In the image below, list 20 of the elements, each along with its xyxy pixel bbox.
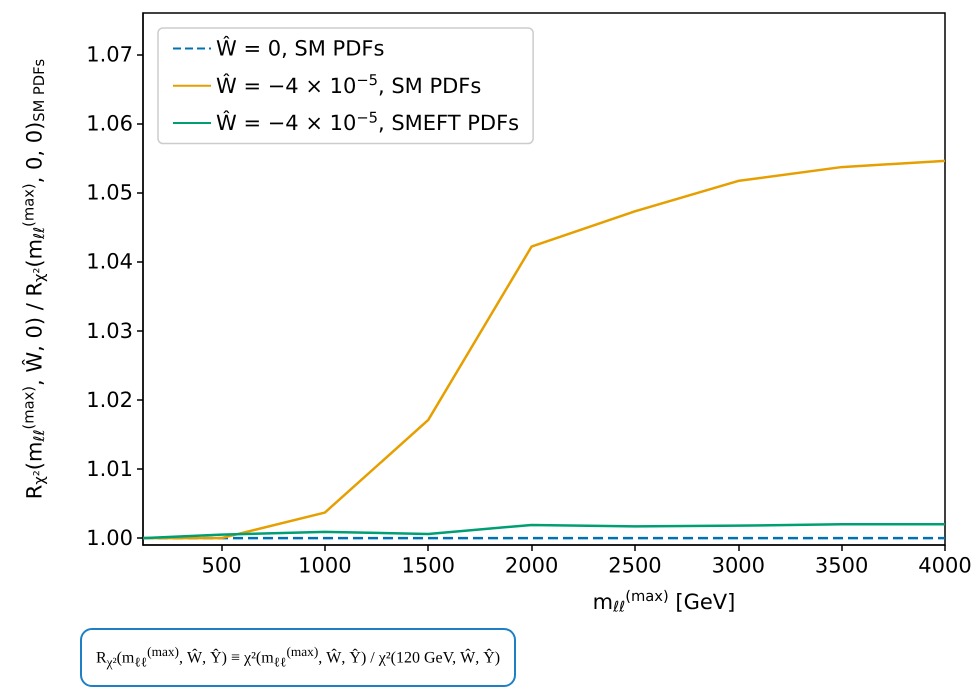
y-tick-label: 1.05 <box>86 180 133 205</box>
x-tick-label: 4000 <box>918 554 972 578</box>
text: Rχ²(mℓℓ(max), Ŵ, 0) / Rχ²(mℓℓ(max), 0, 0)SM PDFs <box>20 58 48 500</box>
x-tick-label: 3500 <box>814 554 868 578</box>
x-tick-label: 2000 <box>504 554 558 578</box>
x-tick-label: 2500 <box>608 554 662 578</box>
y-tick-label: 1.06 <box>86 112 133 136</box>
y-tick-label: 1.01 <box>86 457 133 481</box>
x-tick-label: 500 <box>202 554 242 578</box>
x-tick-label: 1000 <box>298 554 352 578</box>
y-tick-label: 1.07 <box>86 42 133 66</box>
x-tick-label: 1500 <box>402 554 455 578</box>
line-series <box>142 523 946 540</box>
y-tick-label: 1.03 <box>86 318 133 343</box>
text: R$_{χ²}$(m$_{ℓℓ}$$^{(max)}$, Ŵ, Ŷ) ≡ χ²(m$_{ℓℓ}$$^{(max)}$, Ŵ, Ŷ) / χ²(120 GeV, Ŵ, Ŷ) <box>96 644 500 670</box>
y-tick-label: 1.02 <box>86 388 133 412</box>
legend-label: Ŵ = 0, SM PDFs <box>216 36 384 60</box>
x-tick-label: 3000 <box>712 554 766 578</box>
y-tick-label: 1.04 <box>86 250 133 274</box>
y-tick-label: 1.00 <box>86 526 133 550</box>
